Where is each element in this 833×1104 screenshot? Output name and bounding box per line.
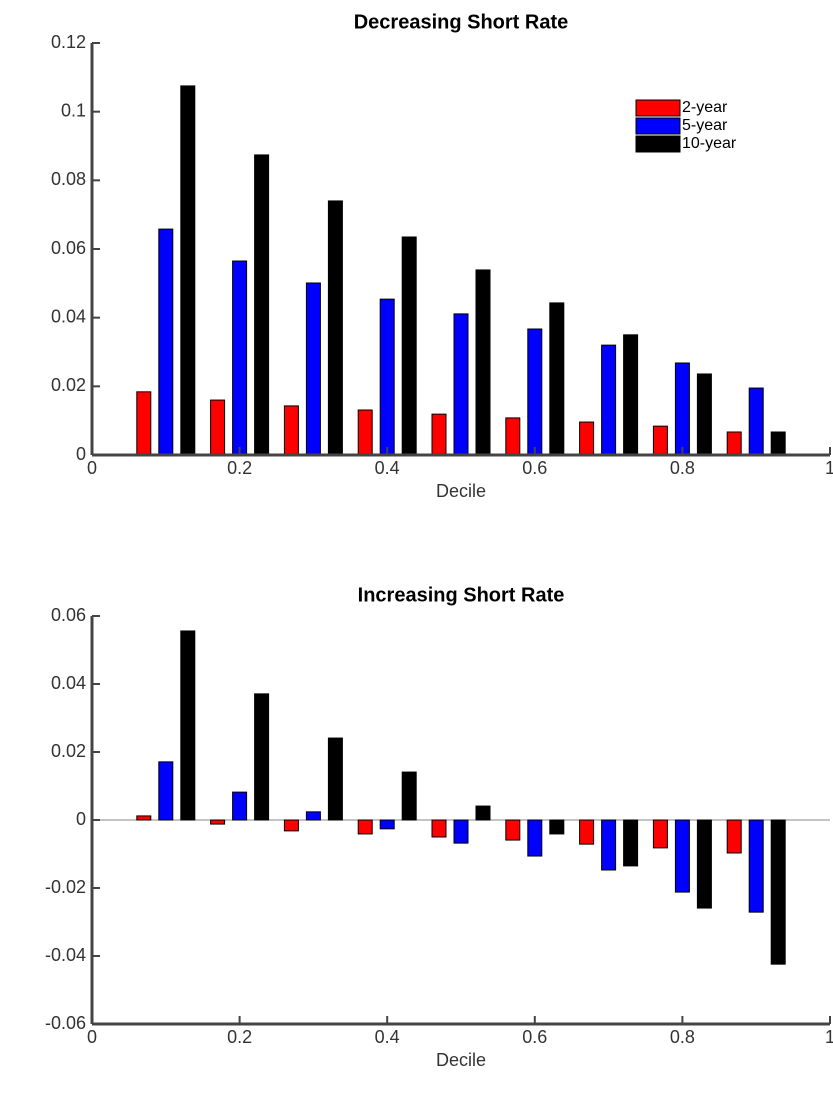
- legend-swatch: [635, 117, 681, 135]
- bar: [379, 819, 395, 830]
- x-tick-label: 0.8: [670, 458, 695, 478]
- bar: [136, 815, 152, 821]
- bar: [158, 761, 174, 821]
- bar: [696, 819, 712, 909]
- x-tick-label: 0.2: [227, 458, 252, 478]
- x-axis-label: Decile: [436, 481, 486, 501]
- bar: [505, 819, 521, 841]
- bar: [549, 819, 565, 835]
- bar: [232, 260, 248, 456]
- y-tick-label: 0.06: [51, 605, 86, 625]
- bar: [327, 737, 343, 821]
- x-tick-label: 1: [825, 458, 833, 478]
- bar: [549, 302, 565, 456]
- bar: [726, 819, 742, 854]
- bar: [696, 373, 712, 456]
- x-axis-label: Decile: [436, 1050, 486, 1070]
- y-tick-label: 0.04: [51, 306, 86, 326]
- bar: [431, 819, 447, 838]
- bar: [674, 362, 690, 456]
- bar: [674, 819, 690, 893]
- y-tick-label: 0.08: [51, 169, 86, 189]
- y-tick-label: 0.06: [51, 238, 86, 258]
- bar: [748, 819, 764, 913]
- bar: [254, 693, 270, 821]
- bar: [431, 413, 447, 456]
- bar: [527, 819, 543, 857]
- legend-label: 10-year: [682, 135, 737, 152]
- legend-label: 2-year: [682, 99, 728, 116]
- x-tick-label: 0.8: [670, 1027, 695, 1047]
- bar: [158, 228, 174, 456]
- chart-title: Increasing Short Rate: [358, 584, 565, 606]
- bar: [475, 269, 491, 456]
- y-tick-label: 0.02: [51, 741, 86, 761]
- y-tick-label: -0.06: [45, 1013, 86, 1033]
- y-tick-label: 0: [76, 809, 86, 829]
- bar: [379, 298, 395, 456]
- bar: [210, 399, 226, 456]
- bar: [623, 334, 639, 456]
- bar: [180, 85, 196, 456]
- bar: [579, 421, 595, 456]
- x-tick-label: 0: [87, 458, 97, 478]
- x-tick-label: 0.4: [375, 458, 400, 478]
- x-tick-label: 0: [87, 1027, 97, 1047]
- bar: [357, 409, 373, 456]
- y-tick-label: 0.02: [51, 375, 86, 395]
- bar: [453, 313, 469, 456]
- bar: [748, 387, 764, 456]
- bar: [254, 154, 270, 456]
- legend-swatch: [635, 99, 681, 117]
- legend-swatch: [635, 135, 681, 153]
- bar: [652, 425, 668, 456]
- bar: [136, 391, 152, 456]
- legend-label: 5-year: [682, 117, 728, 134]
- bar: [652, 819, 668, 849]
- y-tick-label: 0.1: [61, 100, 86, 120]
- x-tick-label: 0.4: [375, 1027, 400, 1047]
- bar: [232, 791, 248, 821]
- bar: [283, 405, 299, 456]
- bar: [401, 236, 417, 456]
- bar: [357, 819, 373, 835]
- x-tick-label: 1: [825, 1027, 833, 1047]
- bar: [601, 819, 617, 871]
- bar: [327, 200, 343, 456]
- y-tick-label: -0.04: [45, 945, 86, 965]
- bar: [770, 431, 786, 456]
- bar: [623, 819, 639, 867]
- bar: [527, 328, 543, 456]
- bar: [453, 819, 469, 844]
- bar: [180, 630, 196, 821]
- y-tick-label: 0: [76, 444, 86, 464]
- bar: [305, 811, 321, 821]
- y-tick-label: 0.12: [51, 32, 86, 52]
- chart-title: Decreasing Short Rate: [354, 11, 569, 33]
- bar: [579, 819, 595, 845]
- x-tick-label: 0.6: [522, 458, 547, 478]
- bar: [283, 819, 299, 832]
- y-tick-label: -0.02: [45, 877, 86, 897]
- bar: [601, 344, 617, 456]
- bar: [505, 417, 521, 456]
- bar: [305, 282, 321, 456]
- bar: [770, 819, 786, 965]
- y-tick-label: 0.04: [51, 673, 86, 693]
- bar: [210, 819, 226, 825]
- bar: [475, 805, 491, 821]
- x-tick-label: 0.6: [522, 1027, 547, 1047]
- bar: [726, 431, 742, 456]
- x-tick-label: 0.2: [227, 1027, 252, 1047]
- bar: [401, 771, 417, 821]
